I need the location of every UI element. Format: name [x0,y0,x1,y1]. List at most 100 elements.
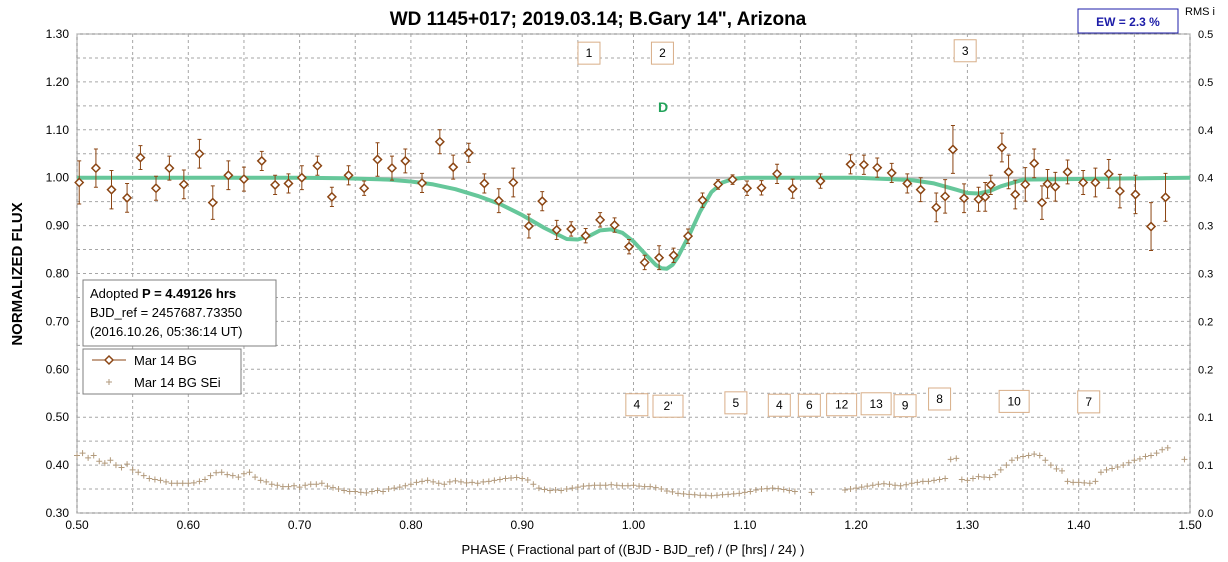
info-bjd-date: (2016.10.26, 05:36:14 UT) [90,324,243,339]
flux-point [194,148,205,159]
sei-point [585,482,592,489]
sei-point [986,474,993,481]
flux-point [668,250,679,261]
sei-point [1103,466,1110,473]
sei-point [619,482,626,489]
sei-point [85,454,92,461]
flux-point [106,184,117,195]
sei-point [552,487,559,494]
sei-point [964,477,971,484]
sei-point [1075,479,1082,486]
sei-point [502,475,509,482]
chart-title: WD 1145+017; 2019.03.14; B.Gary 14", Ari… [390,9,807,30]
flux-point [623,241,635,252]
flux-point [697,195,708,206]
flux-point [434,136,445,147]
sei-point [491,477,498,484]
sei-point [780,486,787,493]
sei-point [174,480,181,487]
upper-feature-box [577,41,601,65]
sei-point [641,483,648,490]
flux-point [580,230,591,241]
flux-point [902,178,913,189]
flux-point [296,172,307,183]
flux-point [566,223,577,235]
sei-point [135,469,142,476]
flux-point [1050,181,1061,192]
info-box [82,279,277,347]
x-tick-label: 1.00 [622,518,646,532]
sei-point [864,483,871,490]
sei-point [942,475,949,482]
flux-point [523,221,534,232]
sei-point [841,487,848,494]
lower-feature-label: 4 [633,398,640,412]
sei-point [931,477,938,484]
sei-point [541,486,548,493]
sei-point [1114,464,1121,471]
sei-point [652,484,659,491]
y-tick-label: 1.30 [46,27,70,41]
sei-point [1142,453,1149,460]
dip-label: D [658,99,668,115]
upper-feature-box [953,39,977,63]
sei-point [524,476,531,483]
sei-point [352,488,359,495]
flux-point [207,197,218,208]
lower-feature-box [893,394,917,418]
sei-point [1092,478,1099,485]
sei-point [602,482,609,489]
sei-point [329,484,336,491]
flux-point [493,195,504,206]
sei-point [318,480,325,487]
y-right-tick-label: 0.4 [1198,173,1213,185]
sei-point [201,476,208,483]
sei-point [947,456,954,463]
sei-point [535,485,542,492]
sei-point [151,476,158,483]
sei-point [547,487,554,494]
sei-point [975,473,982,480]
sei-point [380,488,387,495]
sei-point [96,458,103,465]
sei-point [892,482,899,489]
flux-point [713,179,724,190]
sei-point [636,483,643,490]
sei-point [240,470,247,477]
sei-point [719,491,726,498]
sei-point [730,490,737,497]
sei-point [1181,456,1188,463]
sei-point [708,492,715,499]
x-tick-label: 0.70 [288,518,312,532]
flux-point [756,182,767,193]
legend-sei-marker [106,379,112,385]
sei-point [157,477,164,484]
sei-point [519,475,526,482]
sei-point [919,478,926,485]
lower-feature-label: 9 [902,399,909,413]
sei-point [196,478,203,485]
flux-point [1003,166,1014,178]
sei-point [747,488,754,495]
sei-point [268,481,275,488]
sei-point [391,485,398,492]
flux-point [1090,177,1101,188]
x-tick-label: 1.40 [1067,518,1091,532]
sei-point [597,482,604,489]
sei-point [213,469,220,476]
sei-point [452,477,459,484]
sei-point [163,478,170,485]
legend-sei-label: Mar 14 BG SEi [134,375,221,390]
flux-point [223,170,234,181]
sei-point [207,472,214,479]
flux-point [940,191,951,202]
x-axis-label: PHASE ( Fractional part of ((BJD - BJD_r… [462,542,805,557]
y-right-axis-label: RMS i [1185,6,1215,18]
flux-point [682,231,694,242]
sei-point [274,482,281,489]
sei-point [1081,479,1088,486]
flux-point [343,170,354,181]
sei-point [936,476,943,483]
sei-point [897,482,904,489]
sei-point [1031,451,1038,458]
